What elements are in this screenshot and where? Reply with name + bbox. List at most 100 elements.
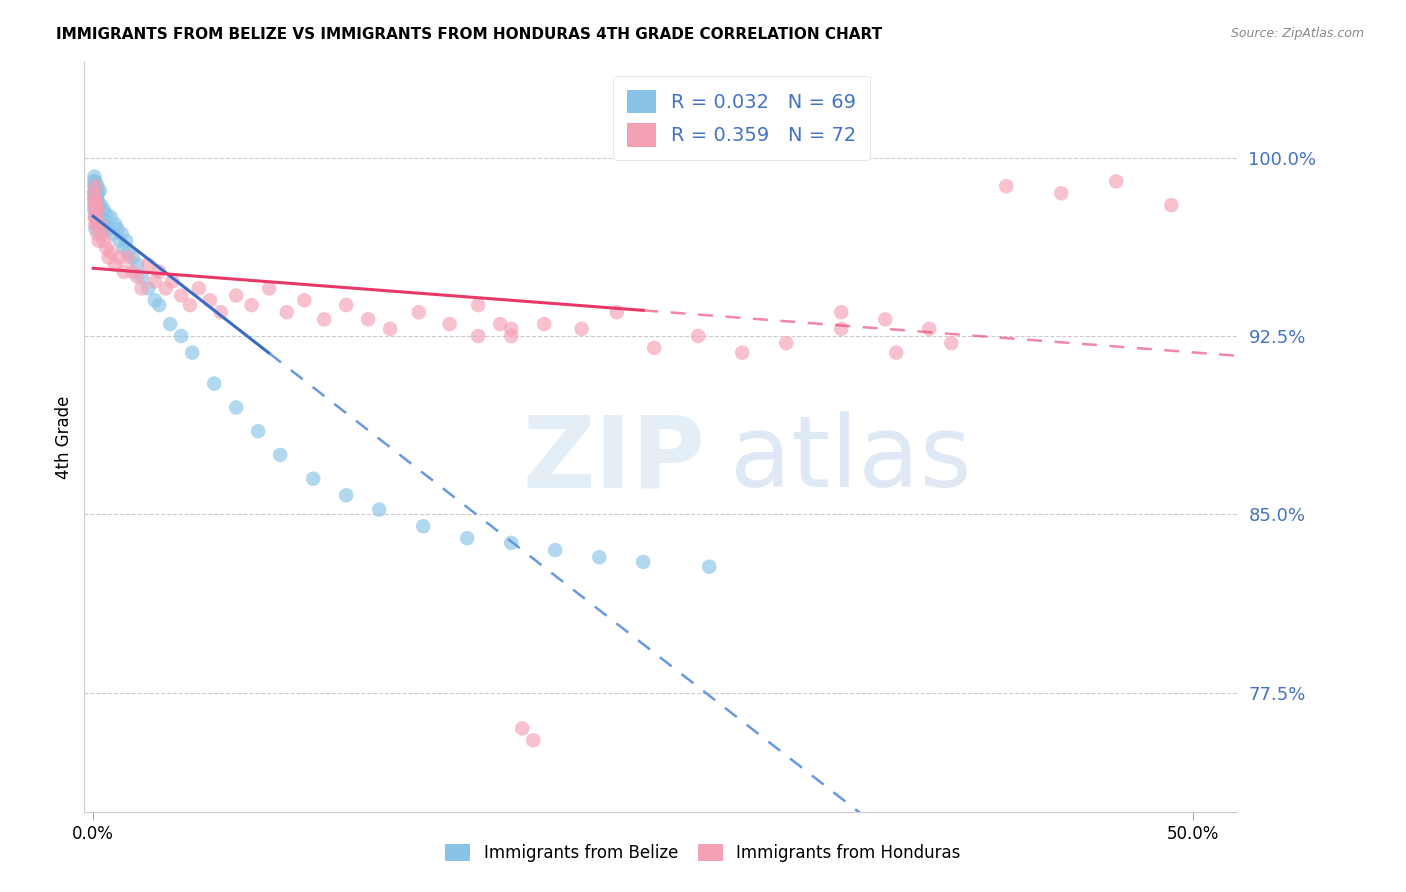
Point: [83, 198, 105, 212]
Point: [357, 312, 380, 326]
Point: [84, 210, 107, 224]
Text: IMMIGRANTS FROM BELIZE VS IMMIGRANTS FROM HONDURAS 4TH GRADE CORRELATION CHART: IMMIGRANTS FROM BELIZE VS IMMIGRANTS FRO…: [56, 27, 883, 42]
Point: [131, 269, 153, 284]
Point: [314, 312, 336, 326]
Point: [501, 322, 523, 336]
Point: [108, 251, 131, 265]
Point: [159, 317, 181, 331]
Point: [83, 198, 105, 212]
Point: [83, 184, 105, 198]
Point: [86, 227, 108, 241]
Point: [84, 191, 107, 205]
Point: [83, 174, 105, 188]
Point: [87, 186, 110, 201]
Point: [121, 265, 143, 279]
Point: [1160, 198, 1182, 212]
Point: [209, 305, 232, 319]
Point: [143, 293, 166, 308]
Point: [84, 179, 107, 194]
Point: [100, 245, 122, 260]
Point: [439, 317, 461, 331]
Point: [91, 210, 114, 224]
Point: [127, 269, 149, 284]
Point: [111, 227, 134, 241]
Point: [84, 210, 107, 224]
Point: [136, 281, 159, 295]
Point: [83, 179, 105, 194]
Point: [112, 265, 135, 279]
Point: [162, 274, 184, 288]
Point: [467, 329, 489, 343]
Point: [84, 202, 107, 217]
Point: [87, 234, 110, 248]
Point: [84, 179, 107, 194]
Point: [115, 234, 138, 248]
Point: [96, 241, 118, 255]
Point: [179, 298, 201, 312]
Point: [875, 312, 897, 326]
Point: [170, 288, 193, 302]
Point: [571, 322, 593, 336]
Point: [456, 531, 478, 545]
Point: [688, 329, 710, 343]
Point: [941, 336, 963, 351]
Point: [86, 191, 108, 205]
Point: [89, 217, 111, 231]
Point: [198, 293, 221, 308]
Point: [108, 234, 131, 248]
Point: [89, 184, 111, 198]
Point: [93, 202, 115, 217]
Point: [775, 336, 797, 351]
Point: [606, 305, 628, 319]
Point: [101, 227, 124, 241]
Point: [830, 322, 852, 336]
Point: [533, 317, 555, 331]
Point: [412, 519, 434, 533]
Point: [830, 305, 852, 319]
Point: [83, 186, 105, 201]
Point: [918, 322, 941, 336]
Point: [148, 265, 170, 279]
Point: [1050, 186, 1073, 201]
Point: [544, 543, 567, 558]
Point: [91, 227, 114, 241]
Point: [83, 210, 105, 224]
Point: [93, 234, 115, 248]
Point: [117, 245, 139, 260]
Point: [86, 186, 108, 201]
Point: [91, 222, 114, 236]
Point: [501, 536, 523, 550]
Point: [269, 448, 291, 462]
Point: [104, 217, 127, 231]
Point: [489, 317, 512, 331]
Point: [731, 345, 754, 359]
Point: [89, 202, 111, 217]
Point: [187, 281, 209, 295]
Point: [83, 202, 105, 217]
Point: [83, 169, 105, 184]
Point: [84, 179, 107, 194]
Point: [112, 241, 135, 255]
Point: [83, 191, 105, 205]
Point: [84, 194, 107, 208]
Point: [104, 258, 127, 272]
Point: [1105, 174, 1128, 188]
Text: Source: ZipAtlas.com: Source: ZipAtlas.com: [1230, 27, 1364, 40]
Point: [86, 194, 108, 208]
Point: [302, 472, 325, 486]
Point: [87, 198, 110, 212]
Point: [501, 329, 523, 343]
Point: [155, 281, 177, 295]
Point: [86, 202, 108, 217]
Point: [202, 376, 225, 391]
Point: [93, 217, 115, 231]
Point: [83, 186, 105, 201]
Point: [181, 345, 204, 359]
Legend: Immigrants from Belize, Immigrants from Honduras: Immigrants from Belize, Immigrants from …: [437, 836, 969, 871]
Point: [247, 424, 270, 438]
Point: [84, 217, 107, 231]
Text: atlas: atlas: [730, 411, 972, 508]
Point: [467, 298, 489, 312]
Point: [884, 345, 907, 359]
Point: [86, 179, 108, 194]
